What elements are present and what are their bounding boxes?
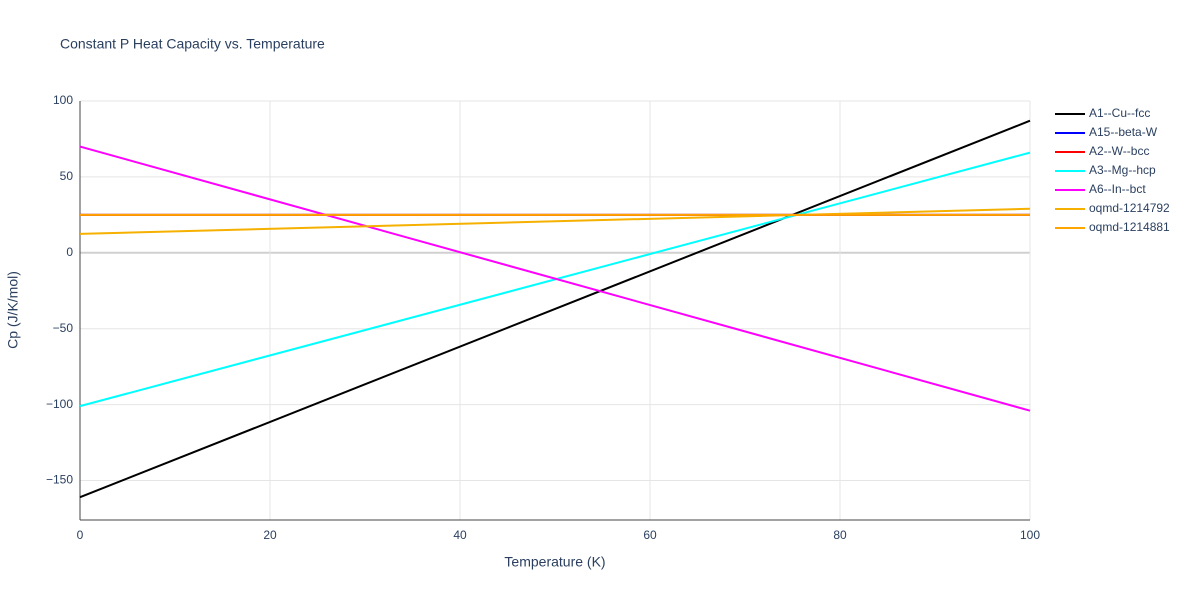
- y-tick-label: −100: [46, 397, 73, 411]
- x-tick-label: 80: [833, 528, 847, 542]
- x-tick-label: 40: [453, 528, 467, 542]
- y-tick-label: 100: [53, 93, 73, 107]
- x-tick-label: 100: [1020, 528, 1040, 542]
- y-axis-label: Cp (J/K/mol): [5, 271, 21, 349]
- y-tick-label: 50: [60, 169, 74, 183]
- legend-label: A1--Cu--fcc: [1089, 106, 1150, 120]
- x-tick-label: 60: [643, 528, 657, 542]
- legend-label: oqmd-1214881: [1089, 220, 1170, 234]
- series-line: [79, 207, 1031, 235]
- series-line: [79, 145, 1031, 412]
- y-tick-label: −50: [53, 321, 74, 335]
- chart-title: Constant P Heat Capacity vs. Temperature: [60, 36, 325, 52]
- y-tick-label: −150: [46, 473, 73, 487]
- legend-label: A15--beta-W: [1089, 125, 1158, 139]
- legend-label: oqmd-1214792: [1089, 201, 1170, 215]
- x-axis-label: Temperature (K): [504, 554, 605, 570]
- series-line: [79, 119, 1031, 499]
- legend-label: A6--In--bct: [1089, 182, 1146, 196]
- x-tick-label: 20: [263, 528, 277, 542]
- y-tick-label: 0: [66, 245, 73, 259]
- legend-label: A3--Mg--hcp: [1089, 163, 1156, 177]
- x-tick-label: 0: [77, 528, 84, 542]
- legend-label: A2--W--bcc: [1089, 144, 1149, 158]
